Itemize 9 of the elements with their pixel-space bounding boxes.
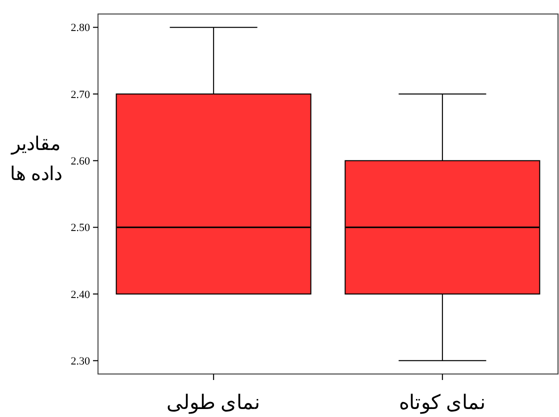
- y-tick-label: 2.60: [70, 156, 90, 168]
- y-tick-label: 2.30: [70, 356, 90, 368]
- y-tick-label: 2.50: [70, 222, 90, 234]
- y-axis-title: مقادیر داده ها: [10, 134, 62, 185]
- y-tick-label: 2.80: [70, 22, 90, 34]
- y-tick-label: 2.40: [70, 288, 90, 301]
- x-tick-label: نمای کوتاه: [398, 392, 486, 414]
- x-tick-label: نمای طولی: [166, 392, 261, 414]
- y-tick-label: 2.70: [70, 88, 90, 101]
